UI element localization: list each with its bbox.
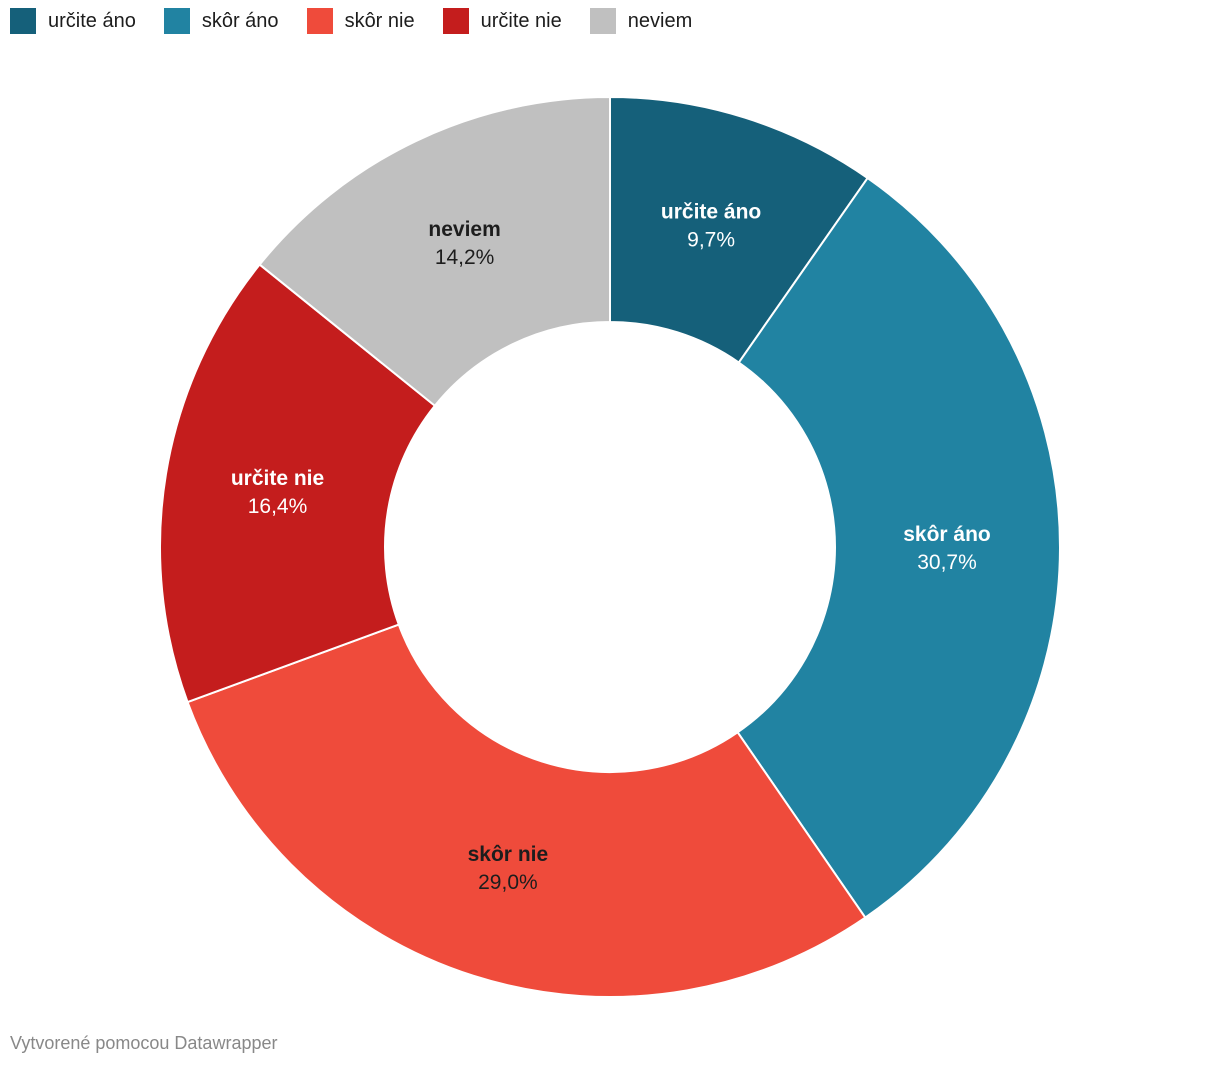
attribution-footer: Vytvorené pomocou Datawrapper	[10, 1033, 278, 1053]
slice-label: skôr nie	[468, 843, 549, 866]
slice-label: určite áno	[661, 201, 761, 224]
legend-item-label: určite áno	[48, 9, 136, 32]
pie-slice	[159, 263, 436, 704]
pie-slice	[186, 623, 867, 998]
legend-item-label: skôr áno	[201, 9, 279, 32]
legend-item-label: skôr nie	[344, 9, 415, 32]
legend-item: neviem	[589, 8, 693, 34]
pie-slice	[258, 96, 611, 407]
legend-swatch	[163, 8, 190, 34]
pie-slice	[609, 96, 869, 364]
slice-value-label: 16,4%	[248, 495, 308, 518]
legend-swatch	[10, 8, 36, 34]
slice-label: skôr áno	[903, 523, 991, 546]
slice-value-label: 14,2%	[435, 246, 495, 269]
legend-item: určite áno	[10, 8, 136, 34]
pie-slice	[736, 177, 1061, 919]
legend-swatch	[442, 8, 469, 34]
slice-value-label: 9,7%	[687, 229, 735, 252]
slice-value-label: 30,7%	[917, 551, 977, 574]
legend-item: skôr nie	[306, 8, 415, 34]
legend-item: určite nie	[442, 8, 562, 34]
legend-item-label: určite nie	[480, 9, 562, 32]
legend: určite áno skôr áno skôr nie určite nie nevi…	[10, 8, 692, 34]
slice-label: neviem	[428, 218, 500, 241]
slice-label: určite nie	[231, 467, 324, 490]
legend-swatch	[589, 8, 616, 34]
slice-value-label: 29,0%	[478, 871, 538, 894]
legend-item: skôr áno	[163, 8, 279, 34]
legend-item-label: neviem	[627, 9, 693, 32]
legend-swatch	[306, 8, 333, 34]
